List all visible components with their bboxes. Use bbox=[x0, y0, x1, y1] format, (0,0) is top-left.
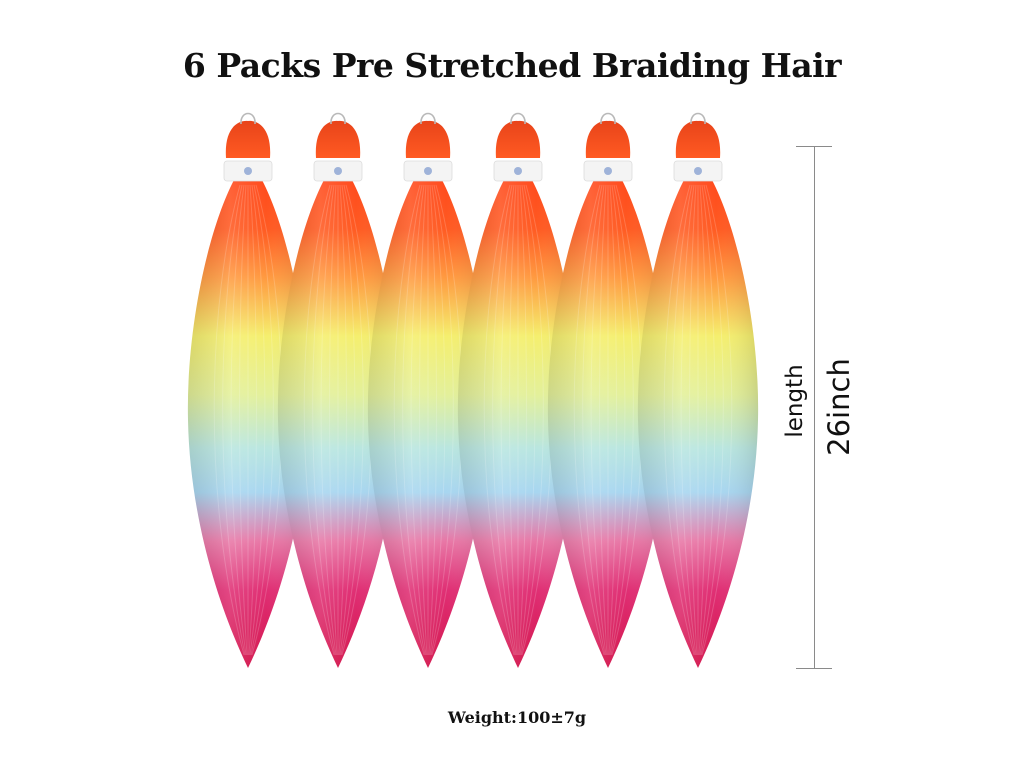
brand-logo-icon bbox=[694, 167, 702, 175]
brand-logo-icon bbox=[604, 167, 612, 175]
brand-logo-icon bbox=[244, 167, 252, 175]
hair-bundle bbox=[637, 112, 759, 668]
brand-logo-icon bbox=[424, 167, 432, 175]
hair-bundle bbox=[547, 112, 669, 668]
length-value: 26inch bbox=[822, 358, 856, 456]
product-title: 6 Packs Pre Stretched Braiding Hair bbox=[182, 46, 842, 85]
length-measure-line bbox=[814, 146, 815, 668]
weight-label: Weight:100±7g bbox=[447, 708, 587, 727]
length-measure-bottom-cap bbox=[796, 668, 832, 669]
hair-bundle bbox=[367, 112, 489, 668]
brand-logo-icon bbox=[334, 167, 342, 175]
brand-logo-icon bbox=[514, 167, 522, 175]
hair-bundle bbox=[457, 112, 579, 668]
length-label: length bbox=[782, 364, 808, 438]
length-measure-top-cap bbox=[796, 146, 832, 147]
hair-bundle bbox=[187, 112, 309, 668]
hair-bundle bbox=[277, 112, 399, 668]
